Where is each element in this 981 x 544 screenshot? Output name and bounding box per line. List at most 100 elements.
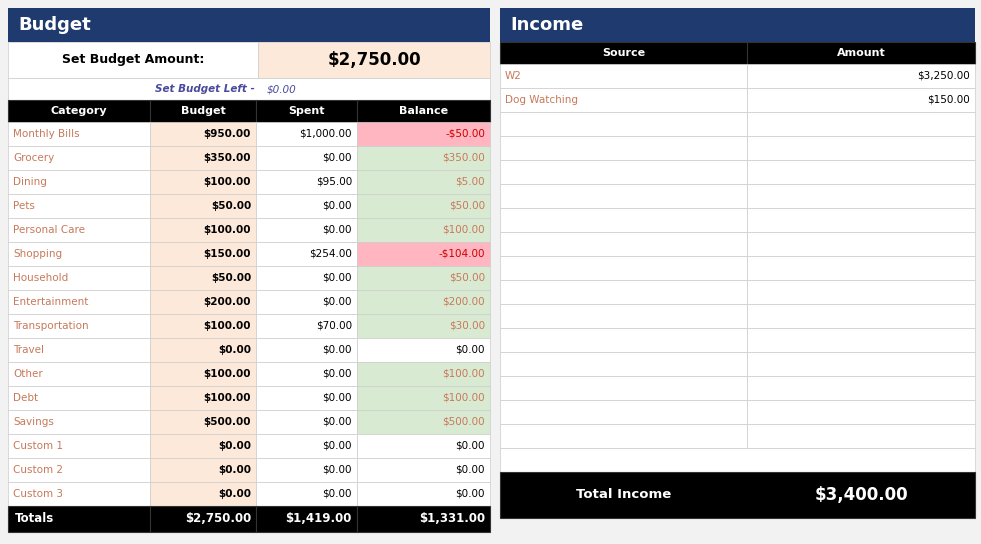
Bar <box>747 232 975 256</box>
Bar <box>8 170 150 194</box>
Text: Set Budget Left -: Set Budget Left - <box>155 84 255 94</box>
Bar <box>357 266 490 290</box>
Text: $2,750.00: $2,750.00 <box>328 51 421 69</box>
Text: $150.00: $150.00 <box>927 95 970 105</box>
Text: Source: Source <box>602 48 645 58</box>
Text: $50.00: $50.00 <box>449 201 485 211</box>
Bar <box>8 78 490 100</box>
Text: $5.00: $5.00 <box>455 177 485 187</box>
Text: Dog Watching: Dog Watching <box>505 95 578 105</box>
Text: Set Budget Amount:: Set Budget Amount: <box>62 53 204 66</box>
Bar <box>8 386 150 410</box>
Text: Travel: Travel <box>13 345 44 355</box>
Bar <box>256 242 357 266</box>
Bar <box>357 482 490 506</box>
Bar <box>8 42 258 78</box>
Bar <box>747 160 975 184</box>
Text: Custom 3: Custom 3 <box>13 489 63 499</box>
Bar <box>357 100 490 122</box>
Text: $3,250.00: $3,250.00 <box>917 71 970 81</box>
Bar <box>256 338 357 362</box>
Bar <box>256 362 357 386</box>
Text: $1,331.00: $1,331.00 <box>419 512 485 526</box>
Text: Total Income: Total Income <box>576 489 671 502</box>
Bar <box>747 304 975 328</box>
Text: $0.00: $0.00 <box>455 489 485 499</box>
Text: $95.00: $95.00 <box>316 177 352 187</box>
Bar <box>258 42 490 78</box>
Bar <box>8 218 150 242</box>
Bar <box>8 314 150 338</box>
Text: $50.00: $50.00 <box>211 201 251 211</box>
Bar <box>8 122 150 146</box>
Text: $350.00: $350.00 <box>442 153 485 163</box>
Text: Category: Category <box>51 106 107 116</box>
Text: $0.00: $0.00 <box>323 345 352 355</box>
Bar <box>500 256 747 280</box>
Bar <box>357 194 490 218</box>
Text: Shopping: Shopping <box>13 249 62 259</box>
Bar <box>357 218 490 242</box>
Text: $0.00: $0.00 <box>323 153 352 163</box>
Bar <box>256 194 357 218</box>
Text: $0.00: $0.00 <box>323 489 352 499</box>
Text: Totals: Totals <box>15 512 54 526</box>
Text: Balance: Balance <box>399 106 448 116</box>
Text: $0.00: $0.00 <box>323 417 352 427</box>
Bar <box>8 458 150 482</box>
Bar <box>8 410 150 434</box>
Bar <box>357 242 490 266</box>
Bar <box>747 280 975 304</box>
Bar <box>357 122 490 146</box>
Bar <box>256 100 357 122</box>
Bar <box>150 170 256 194</box>
Text: $0.00: $0.00 <box>323 393 352 403</box>
Bar <box>500 472 975 518</box>
Text: $100.00: $100.00 <box>203 369 251 379</box>
Bar <box>357 434 490 458</box>
Text: $50.00: $50.00 <box>449 273 485 283</box>
Text: $0.00: $0.00 <box>323 441 352 451</box>
Bar <box>357 506 490 532</box>
Bar <box>150 242 256 266</box>
Bar <box>150 100 256 122</box>
Text: Savings: Savings <box>13 417 54 427</box>
Text: -$104.00: -$104.00 <box>439 249 485 259</box>
Bar <box>500 448 975 472</box>
Text: W2: W2 <box>505 71 522 81</box>
Text: Other: Other <box>13 369 43 379</box>
Text: $0.00: $0.00 <box>323 201 352 211</box>
Text: $500.00: $500.00 <box>442 417 485 427</box>
Text: $0.00: $0.00 <box>323 369 352 379</box>
Bar <box>357 170 490 194</box>
Bar <box>256 434 357 458</box>
Text: Income: Income <box>510 16 584 34</box>
Bar <box>747 400 975 424</box>
Bar <box>747 328 975 352</box>
Bar <box>747 256 975 280</box>
Text: $200.00: $200.00 <box>203 297 251 307</box>
Text: $100.00: $100.00 <box>442 369 485 379</box>
Bar <box>747 208 975 232</box>
Bar <box>256 506 357 532</box>
Text: $0.00: $0.00 <box>218 465 251 475</box>
Text: $100.00: $100.00 <box>442 225 485 235</box>
Bar <box>747 136 975 160</box>
Text: Dining: Dining <box>13 177 47 187</box>
Bar <box>8 290 150 314</box>
Bar <box>150 122 256 146</box>
Bar <box>150 434 256 458</box>
Bar <box>150 410 256 434</box>
Bar <box>150 458 256 482</box>
Bar <box>150 314 256 338</box>
Text: Personal Care: Personal Care <box>13 225 85 235</box>
Bar <box>747 112 975 136</box>
Bar <box>256 410 357 434</box>
Bar <box>357 146 490 170</box>
Text: $0.00: $0.00 <box>455 465 485 475</box>
Bar <box>150 194 256 218</box>
Text: $950.00: $950.00 <box>204 129 251 139</box>
Text: $0.00: $0.00 <box>267 84 296 94</box>
Bar <box>8 362 150 386</box>
Text: $100.00: $100.00 <box>442 393 485 403</box>
